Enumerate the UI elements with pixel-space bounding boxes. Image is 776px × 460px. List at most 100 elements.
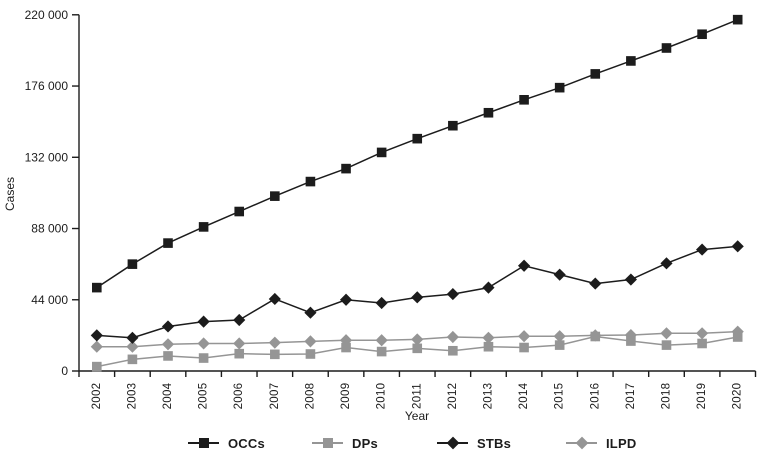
data-point-diamond — [482, 281, 495, 294]
data-point-square — [448, 345, 458, 356]
data-point-diamond — [161, 338, 175, 351]
x-tick-label: 2002 — [91, 383, 103, 410]
data-point-diamond — [304, 335, 317, 348]
data-point-square — [127, 354, 138, 365]
data-point-diamond — [268, 336, 281, 349]
legend-item-stbs: STBs — [437, 434, 511, 452]
data-point-diamond — [411, 291, 424, 304]
x-tick-label: 2014 — [518, 382, 530, 409]
data-point-diamond — [553, 330, 566, 343]
data-point-square — [590, 69, 601, 79]
data-point-square — [697, 29, 707, 40]
y-tick-label: 88 000 — [31, 222, 68, 236]
y-tick-label: 220 000 — [25, 8, 69, 22]
chart-canvas: Cases Year 0 44 000 88 000 132 000 176 000 22… — [3, 8, 757, 423]
data-point-square — [732, 332, 743, 342]
series-dps-line — [92, 331, 743, 372]
legend-line — [312, 438, 343, 448]
data-point-square — [519, 95, 529, 105]
legend-line — [188, 438, 219, 448]
x-tick-label: 2016 — [589, 383, 601, 410]
data-point-diamond — [90, 329, 103, 342]
data-point-square — [127, 259, 138, 269]
axes: 0 44 000 88 000 132 000 176 000 220 000 2002 20… — [25, 8, 757, 410]
data-point-square — [341, 342, 351, 353]
data-point-square — [92, 361, 102, 372]
data-point-diamond — [339, 293, 353, 306]
data-point-square — [626, 56, 636, 66]
x-tick-label: 2019 — [696, 383, 708, 410]
data-point-square — [270, 191, 280, 201]
data-point-diamond — [90, 340, 103, 353]
data-point-diamond — [517, 330, 531, 343]
x-tick-label: 2008 — [304, 383, 316, 410]
data-point-diamond — [233, 313, 246, 327]
y-tick-label: 44 000 — [31, 293, 68, 307]
data-point-square — [234, 206, 245, 217]
legend-label: DPs — [352, 435, 378, 451]
data-point-diamond — [375, 296, 388, 310]
data-point-square — [661, 340, 672, 350]
data-point-diamond — [126, 340, 139, 353]
data-point-square — [305, 349, 316, 359]
data-point-square — [448, 120, 458, 131]
black-square-icon — [198, 438, 209, 448]
black-diamond-icon — [446, 436, 459, 450]
legend-line — [437, 436, 468, 450]
data-point-diamond — [268, 292, 281, 306]
x-tick-label: 2020 — [732, 383, 744, 410]
data-point-diamond — [197, 315, 210, 328]
data-point-diamond — [660, 327, 673, 340]
data-point-diamond — [411, 333, 424, 346]
data-point-diamond — [696, 243, 709, 256]
data-point-square — [305, 176, 316, 187]
data-point-diamond — [304, 306, 317, 319]
chart-legend: OCCs DPs STBs ILPD — [0, 434, 776, 456]
data-point-square — [519, 342, 529, 353]
x-tick-label: 2012 — [447, 383, 459, 410]
data-point-diamond — [446, 330, 459, 344]
data-point-square — [554, 82, 565, 93]
x-tick-label: 2005 — [198, 383, 210, 410]
data-point-square — [376, 346, 387, 357]
data-point-square — [163, 351, 173, 361]
data-point-square — [626, 336, 636, 346]
legend-label: STBs — [477, 435, 512, 451]
data-point-diamond — [446, 288, 459, 301]
x-tick-label: 2017 — [625, 383, 637, 410]
y-tick-label: 0 — [61, 364, 68, 378]
series-occs-line — [92, 14, 743, 293]
data-point-diamond — [624, 273, 637, 286]
data-point-square — [198, 222, 209, 232]
data-point-diamond — [233, 337, 246, 350]
legend-item-occs: OCCs — [188, 434, 265, 452]
data-point-square — [412, 343, 423, 354]
data-point-square — [554, 340, 565, 350]
legend-line — [566, 436, 597, 450]
data-point-diamond — [197, 337, 210, 350]
x-tick-label: 2004 — [162, 382, 174, 409]
x-tick-label: 2011 — [411, 383, 423, 409]
data-point-square — [341, 163, 351, 174]
gray-diamond-icon — [575, 436, 588, 450]
data-point-diamond — [696, 327, 709, 340]
data-point-diamond — [731, 240, 744, 253]
data-point-square — [483, 107, 494, 118]
x-tick-label: 2007 — [269, 383, 281, 410]
data-point-square — [697, 338, 707, 349]
data-point-diamond — [660, 257, 673, 270]
data-point-square — [483, 341, 494, 352]
data-point-diamond — [375, 334, 388, 347]
data-point-square — [590, 331, 601, 342]
x-tick-label: 2013 — [482, 383, 494, 410]
legend-item-ilpd: ILPD — [566, 434, 636, 452]
x-axis-label: Year — [405, 409, 429, 423]
y-axis-label: Cases — [3, 177, 17, 211]
data-point-square — [270, 349, 280, 360]
data-point-square — [732, 14, 743, 25]
data-point-square — [661, 43, 672, 53]
data-point-square — [92, 282, 102, 293]
axis-lines — [78, 14, 756, 372]
legend-label: OCCs — [228, 435, 265, 451]
